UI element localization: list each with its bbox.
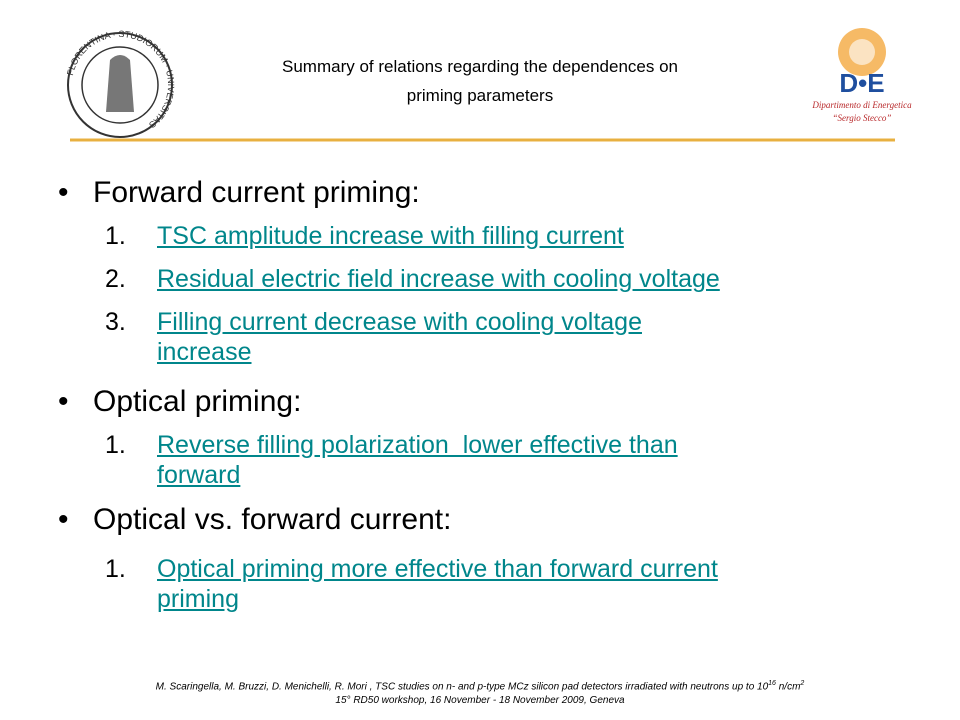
item-text[interactable]: TSC amplitude increase with filling curr…: [157, 222, 624, 250]
de-line2: “Sergio Stecco”: [833, 113, 892, 123]
heading: Forward current priming:: [93, 176, 420, 209]
footer-text: n/cm: [775, 681, 801, 693]
bullet: •: [58, 503, 69, 536]
de-line1: Dipartimento di Energetica: [811, 100, 912, 110]
heading: Optical priming:: [93, 385, 302, 418]
item-number: 1.: [105, 431, 126, 459]
seal-inner: [81, 46, 159, 124]
title: Summary of relations regarding the depen…: [282, 57, 678, 76]
item-text[interactable]: Optical priming more effective than forw…: [157, 555, 718, 583]
seal-figure: [106, 55, 134, 112]
item-text[interactable]: priming: [157, 585, 239, 613]
bullet: •: [58, 385, 69, 418]
heading: Optical vs. forward current:: [93, 503, 452, 536]
item-text[interactable]: Reverse filling polarization lower effec…: [157, 431, 678, 459]
de-swirl-core: [849, 39, 875, 65]
footer-text: M. Scaringella, M. Bruzzi, D. Menichelli…: [155, 681, 769, 693]
item-number: 3.: [105, 308, 126, 336]
footer-sup: 16: [768, 680, 776, 687]
item-text[interactable]: increase: [157, 338, 252, 366]
item-text[interactable]: forward: [157, 461, 241, 489]
item-number: 1.: [105, 555, 126, 583]
de-mark: D•E: [839, 68, 884, 98]
item-text[interactable]: Filling current decrease with cooling vo…: [157, 308, 642, 336]
item-number: 1.: [105, 222, 126, 250]
seal-ring: [67, 32, 173, 138]
bullet: •: [58, 176, 69, 209]
title: priming parameters: [406, 86, 554, 105]
footer-line: M. Scaringella, M. Bruzzi, D. Menichelli…: [0, 680, 960, 692]
footer-sup: 2: [800, 680, 805, 687]
item-number: 2.: [105, 265, 126, 293]
item-text[interactable]: Residual electric field increase with co…: [157, 265, 720, 293]
footer-line: 15° RD50 workshop, 16 November - 18 Nove…: [335, 695, 625, 706]
header-graphics: FLORENTINA · STUDIORUM · UNIVERSITAS D•E…: [65, 28, 912, 142]
